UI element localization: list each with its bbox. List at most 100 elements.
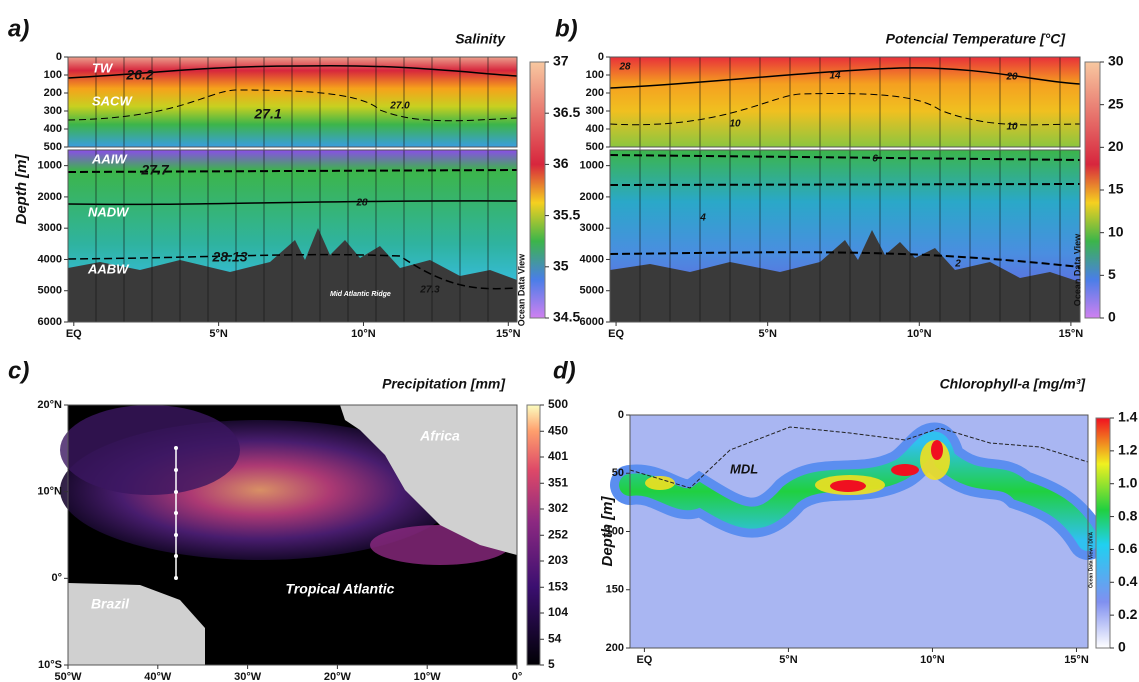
contour-label: 2 (954, 259, 961, 270)
colorbar-tick-label: 20 (1108, 138, 1124, 154)
x-tick-label: 5°N (779, 654, 798, 666)
colorbar-tick-label: 351 (548, 475, 568, 489)
colorbar-tick-label: 0.8 (1118, 507, 1138, 523)
colorbar-tick-label: 0.2 (1118, 606, 1138, 622)
panel-label: c) (8, 357, 29, 384)
panel-title: Salinity (455, 31, 506, 47)
colorbar-tick-label: 153 (548, 579, 568, 593)
panel-label: d) (553, 357, 576, 384)
panel-label: a) (8, 15, 29, 42)
panel-c-plot (60, 405, 540, 665)
annotation: Tropical Atlantic (286, 581, 395, 597)
x-tick-label: 10°N (920, 654, 945, 666)
colorbar-tick-label: 104 (548, 605, 568, 619)
x-tick-label: 10°N (907, 328, 932, 340)
annotation: Brazil (91, 596, 130, 612)
y-tick-label: 50 (612, 467, 624, 479)
annotation: NADW (88, 204, 130, 219)
colorbar-tick-label: 37 (553, 53, 569, 69)
colorbar-tick-label: 35 (553, 258, 569, 274)
y-tick-label: 200 (606, 642, 624, 654)
y-tick-label: 500 (586, 141, 604, 153)
x-tick-label: 10°W (414, 671, 442, 682)
watermark: Ocean Data View (1072, 233, 1082, 306)
y-tick-label: 200 (44, 87, 62, 99)
y-tick-label: 10°N (37, 486, 62, 498)
contour-label: 10 (729, 119, 741, 130)
colorbar-tick-label: 450 (548, 423, 568, 437)
y-tick-label: 1000 (580, 160, 604, 172)
annotation: Africa (419, 428, 460, 444)
x-tick-label: EQ (608, 328, 624, 340)
colorbar-tick-label: 1.0 (1118, 474, 1138, 490)
y-tick-label: 200 (586, 87, 604, 99)
y-tick-label: 4000 (580, 253, 604, 265)
y-tick-label: 10°S (38, 659, 62, 671)
x-tick-label: 50°W (54, 671, 82, 682)
contour-label: 20 (1005, 72, 1018, 83)
x-tick-label: 15°N (496, 328, 521, 340)
colorbar-tick-label: 0 (1108, 309, 1116, 325)
y-tick-label: 5000 (38, 285, 62, 297)
colorbar-tick-label: 203 (548, 553, 568, 567)
y-axis-label: Depth [m] (13, 154, 30, 225)
x-tick-label: 5°N (758, 328, 777, 340)
y-tick-label: 0° (51, 572, 62, 584)
contour-label: 27.1 (253, 106, 281, 122)
contour-label: 28.13 (211, 249, 247, 265)
colorbar-tick-label: 36.5 (553, 104, 580, 120)
x-tick-label: EQ (66, 328, 82, 340)
contour-label: 4 (699, 213, 706, 224)
y-tick-label: 5000 (580, 285, 604, 297)
y-tick-label: 3000 (38, 222, 62, 234)
contour-label: 27.7 (140, 162, 169, 178)
annotation: AAIW (91, 151, 128, 166)
y-tick-label: 6000 (580, 316, 604, 328)
panel-title: Potencial Temperature [°C] (886, 31, 1067, 47)
colorbar-tick-label: 35.5 (553, 206, 580, 222)
colorbar-tick-label: 0.6 (1118, 540, 1138, 556)
colorbar-tick-label: 0 (1118, 639, 1126, 655)
figure: a)SalinityDepth [m]EQ5°N10°N15°N01002003… (0, 0, 1139, 682)
contour-label: 14 (829, 71, 841, 82)
colorbar-tick-label: 5 (548, 657, 555, 671)
y-tick-label: 100 (586, 69, 604, 81)
y-tick-label: 150 (606, 584, 624, 596)
y-tick-label: 2000 (38, 191, 62, 203)
y-tick-label: 2000 (580, 191, 604, 203)
colorbar-tick-label: 302 (548, 501, 568, 515)
panel-title: Chlorophyll-a [mg/m³] (940, 376, 1087, 392)
watermark: Ocean Data View (516, 253, 526, 326)
colorbar-tick-label: 34.5 (553, 309, 580, 325)
watermark: Ocean Data View / DIVA (1088, 532, 1094, 588)
contour-label: 6 (872, 154, 878, 165)
y-tick-label: 500 (44, 141, 62, 153)
annotation: AABW (87, 261, 130, 276)
colorbar-tick-label: 401 (548, 449, 568, 463)
colorbar-tick-label: 30 (1108, 53, 1124, 69)
colorbar-tick-label: 36 (553, 155, 569, 171)
colorbar-tick-label: 54 (548, 631, 562, 645)
y-tick-label: 3000 (580, 222, 604, 234)
colorbar-tick-label: 25 (1108, 95, 1124, 111)
x-tick-label: 40°W (144, 671, 172, 682)
x-tick-label: 15°N (1059, 328, 1084, 340)
contour-label: 27.3 (419, 285, 440, 296)
y-tick-label: 0 (598, 51, 604, 63)
y-tick-label: 400 (44, 123, 62, 135)
y-tick-label: 1000 (38, 160, 62, 172)
annotation: TW (92, 60, 114, 75)
y-tick-label: 6000 (38, 316, 62, 328)
colorbar-tick-label: 252 (548, 527, 568, 541)
annotation: MDL (730, 461, 758, 476)
contour-label: 10 (1006, 122, 1018, 133)
panel-d-plot (630, 415, 1110, 648)
x-tick-label: 20°W (324, 671, 352, 682)
x-tick-label: 5°N (209, 328, 228, 340)
y-tick-label: 100 (606, 525, 624, 537)
panel-title: Precipitation [mm] (382, 376, 506, 392)
annotation: SACW (92, 93, 133, 108)
annotation: Mid Atlantic Ridge (330, 291, 391, 298)
colorbar-tick-label: 15 (1108, 181, 1124, 197)
x-tick-label: 0° (512, 671, 523, 682)
